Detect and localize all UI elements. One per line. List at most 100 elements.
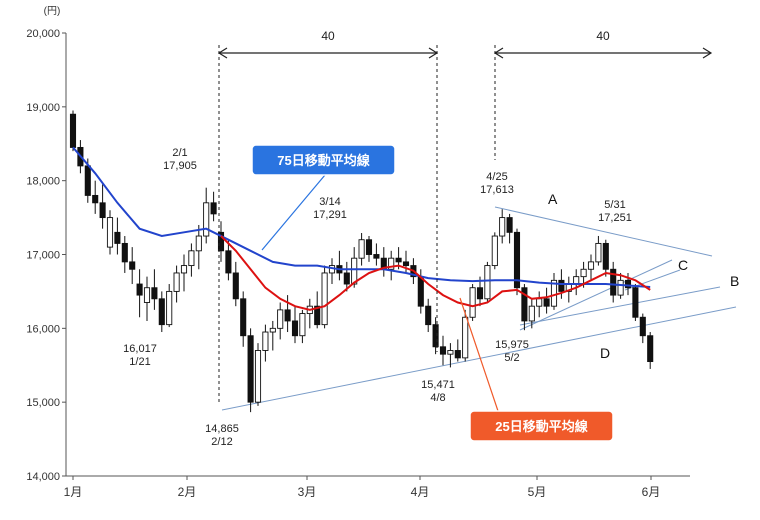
- callout-box: [251, 144, 396, 176]
- candle-body: [277, 309, 284, 329]
- candle-body: [180, 265, 188, 274]
- trendline: [519, 286, 721, 326]
- candle-body: [343, 272, 350, 285]
- candle-body: [395, 257, 402, 263]
- annotation-label: 1/21: [129, 356, 150, 368]
- candle-body: [92, 194, 99, 204]
- annotation-label: 17,251: [598, 212, 632, 224]
- candle-body: [114, 231, 121, 244]
- candle-body: [558, 279, 565, 292]
- candle-body: [151, 287, 158, 300]
- candle-body: [624, 279, 632, 289]
- candle-body: [143, 287, 151, 303]
- candle-body: [595, 242, 602, 263]
- trendlines: A B C D: [221, 191, 739, 411]
- candle-body: [284, 309, 291, 322]
- candle-body: [580, 268, 587, 278]
- moving-averages: [72, 146, 651, 311]
- y-tick-label: 15,000: [26, 397, 60, 409]
- trendline-label: B: [730, 273, 739, 289]
- x-tick-label: 3月: [298, 485, 317, 499]
- y-tick-label: 17,000: [26, 250, 60, 262]
- candle-body: [225, 250, 232, 274]
- callout-box: [469, 410, 614, 442]
- callout-leader: [261, 174, 326, 251]
- candle-body: [69, 113, 77, 148]
- candle-body: [99, 202, 106, 219]
- x-tick-label: 5月: [528, 485, 547, 499]
- annotation-label: 4/8: [430, 392, 445, 404]
- candle-body: [439, 346, 447, 355]
- candle-body: [195, 235, 202, 252]
- annotation-label: 2/12: [211, 436, 232, 448]
- candle-body: [602, 242, 609, 270]
- annotation-label: 17,613: [480, 184, 514, 196]
- trendline-label: D: [600, 345, 610, 361]
- candle-body: [528, 305, 535, 322]
- candle-body: [513, 231, 521, 289]
- candle-body: [469, 287, 476, 318]
- candle-body: [402, 261, 410, 267]
- candle-body: [254, 350, 262, 403]
- candle-body: [476, 287, 484, 300]
- candle-body: [610, 268, 617, 296]
- y-tick-label: 20,000: [26, 28, 60, 40]
- trendline: [221, 306, 737, 411]
- candle-body: [314, 305, 321, 326]
- candle-body: [166, 290, 173, 326]
- x-tick-label: 1月: [64, 485, 83, 499]
- candle-body: [506, 217, 513, 233]
- candle-body: [106, 217, 114, 248]
- candle-body: [454, 350, 461, 359]
- candle-body: [484, 265, 491, 300]
- candle-body: [499, 217, 506, 237]
- candle-body: [262, 331, 269, 351]
- candle-body: [299, 313, 306, 337]
- candle-body: [358, 239, 365, 259]
- y-tick-label: 18,000: [26, 176, 60, 188]
- candle-body: [647, 335, 654, 363]
- candle-body: [203, 202, 210, 237]
- annotation-label: 17,291: [313, 209, 347, 221]
- candle-body: [491, 235, 498, 267]
- candle-body: [136, 283, 143, 296]
- trendline: [494, 206, 713, 257]
- annotation-label: 15,471: [421, 379, 455, 391]
- candle-body: [129, 261, 136, 270]
- moving-average-line: [220, 235, 651, 311]
- candle-body: [536, 298, 543, 307]
- span-arrowhead: [702, 47, 713, 59]
- candle-body: [365, 239, 373, 255]
- callout-leader: [459, 297, 499, 412]
- candle-body: [639, 316, 646, 337]
- annotation-label: 3/14: [319, 196, 340, 208]
- candle-body: [269, 327, 276, 333]
- candle-body: [217, 231, 225, 252]
- candle-body: [617, 279, 624, 296]
- candle-body: [432, 324, 439, 348]
- moving-average-line: [72, 146, 651, 288]
- callout-label: 75日移動平均線: [277, 153, 370, 168]
- annotation-label: 5/2: [504, 352, 519, 364]
- trendline: [519, 259, 673, 331]
- axes: (円) 14,000 15,000 16,000 17,000 18,000 19,000 2…: [26, 6, 690, 499]
- annotation-label: 4/25: [486, 171, 507, 183]
- candle-body: [447, 350, 454, 355]
- candle-body: [158, 298, 165, 326]
- candle-body: [388, 257, 395, 270]
- callouts: 75日移動平均線 25日移動平均線: [251, 144, 614, 442]
- x-tick-label: 6月: [642, 485, 661, 499]
- y-tick-label: 14,000: [26, 471, 60, 483]
- annotation-label: 14,865: [205, 423, 239, 435]
- x-tick-label: 2月: [178, 485, 197, 499]
- candle-body: [247, 335, 254, 403]
- candle-body: [425, 305, 432, 326]
- candle-body: [417, 276, 424, 307]
- candle-body: [84, 165, 91, 196]
- annotation-label: 17,905: [163, 160, 197, 172]
- candle-body: [121, 242, 128, 263]
- span-label: 40: [596, 29, 610, 43]
- callout-label: 25日移動平均線: [495, 419, 588, 434]
